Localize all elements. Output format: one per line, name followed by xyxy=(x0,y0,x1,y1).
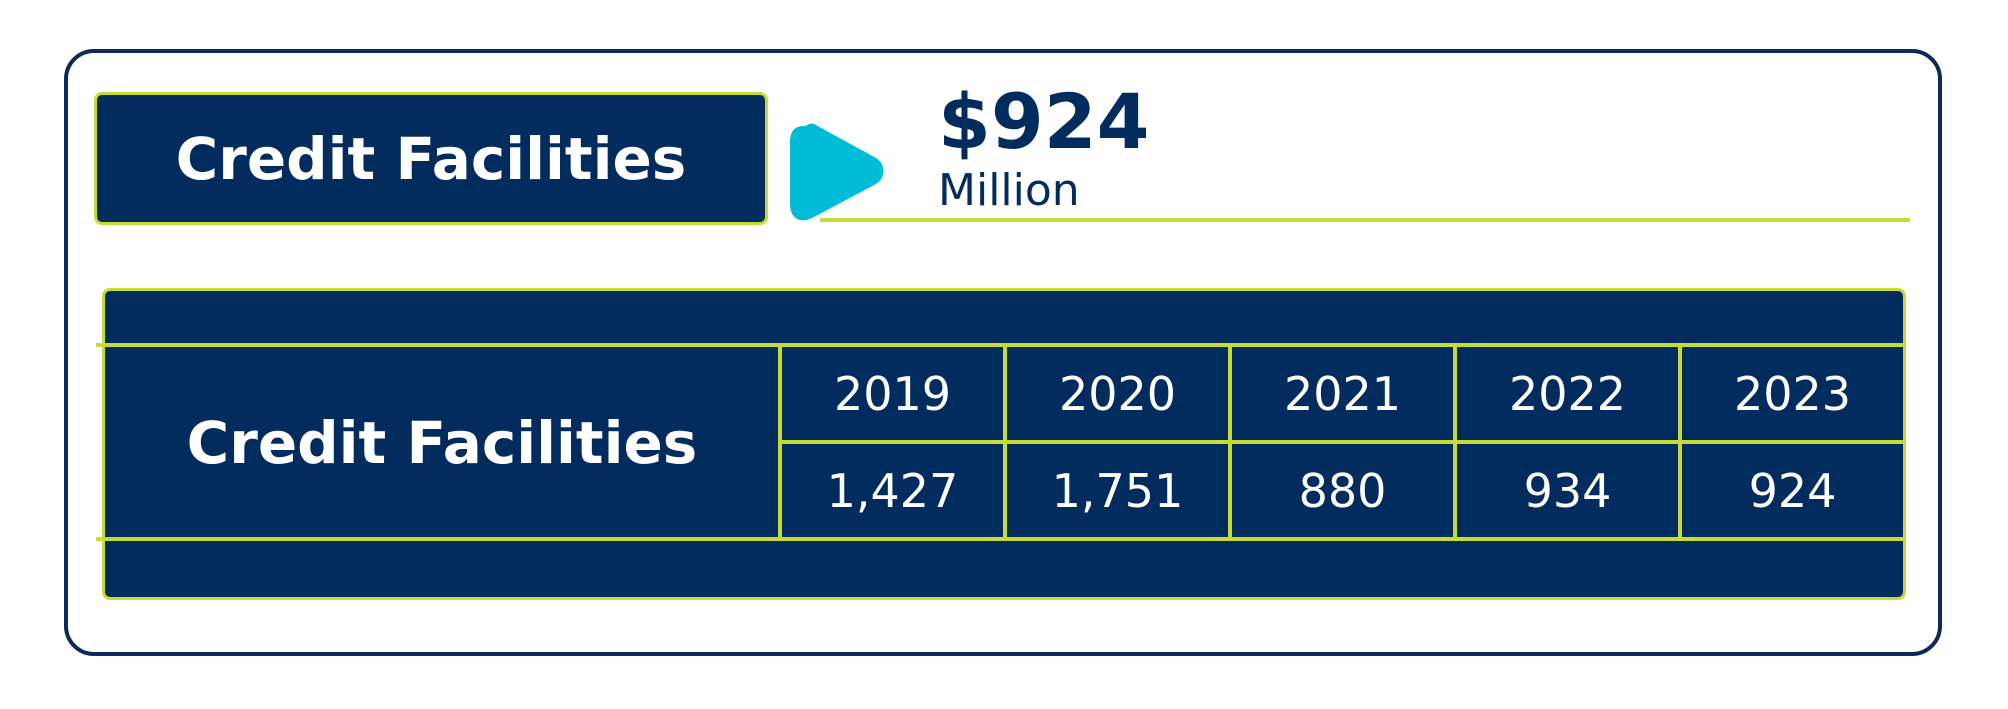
title-banner: Credit Facilities xyxy=(94,92,768,225)
year-header: 2020 xyxy=(1058,366,1177,421)
table-divider xyxy=(1003,343,1007,541)
value-cell: 1,427 xyxy=(826,463,959,518)
year-header: 2022 xyxy=(1508,366,1627,421)
table-divider xyxy=(1228,343,1232,541)
value-cell: 1,751 xyxy=(1051,463,1184,518)
table-divider xyxy=(1453,343,1457,541)
play-triangle-icon xyxy=(790,123,884,221)
year-header: 2023 xyxy=(1733,366,1852,421)
year-header: 2021 xyxy=(1283,366,1402,421)
highlight-unit: Million xyxy=(938,165,1080,216)
table-top-rule xyxy=(96,343,1906,347)
value-cell: 924 xyxy=(1748,463,1837,518)
year-header: 2019 xyxy=(833,366,952,421)
value-cell: 934 xyxy=(1523,463,1612,518)
table-row-label: Credit Facilities xyxy=(186,409,698,477)
table-divider xyxy=(778,343,782,541)
table-bottom-rule xyxy=(96,537,1906,541)
highlight-value: $924 xyxy=(938,77,1150,166)
highlight-underline xyxy=(820,218,1910,222)
title-text: Credit Facilities xyxy=(175,124,687,193)
table-mid-rule xyxy=(780,440,1906,444)
table-divider xyxy=(1678,343,1682,541)
value-cell: 880 xyxy=(1298,463,1387,518)
